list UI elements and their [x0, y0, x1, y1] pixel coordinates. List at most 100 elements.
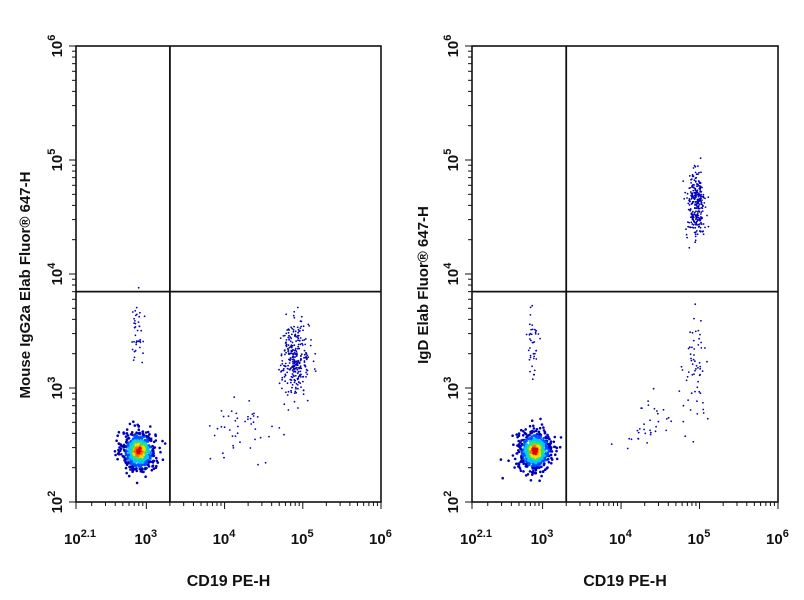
event-dot [293, 362, 296, 365]
event-dot [294, 333, 297, 336]
y-tick-label: 106 [442, 35, 462, 58]
event-dot [291, 327, 294, 330]
event-dot [695, 364, 698, 367]
event-dot [527, 349, 530, 352]
event-dot [137, 465, 141, 468]
event-dot [702, 223, 705, 225]
event-dot [700, 221, 702, 224]
event-dot [667, 416, 670, 419]
event-dot [690, 197, 693, 200]
event-dot [213, 434, 216, 437]
event-dot [695, 173, 698, 176]
event-dot [292, 328, 295, 331]
event-dot [548, 437, 551, 441]
event-dot [516, 444, 519, 447]
event-dot [133, 450, 136, 453]
event-dot [689, 353, 692, 356]
event-dot [702, 412, 705, 414]
event-dot [531, 304, 534, 307]
event-dot [152, 459, 155, 463]
event-dot [280, 354, 283, 357]
event-dot [139, 346, 141, 349]
event-dot [700, 171, 702, 174]
event-dot [159, 450, 162, 454]
event-dot [536, 463, 540, 467]
event-dot [290, 391, 293, 394]
event-dot [303, 353, 306, 356]
event-dot [553, 445, 556, 449]
event-dot [122, 455, 125, 458]
event-dot [287, 390, 290, 393]
event-dot [706, 417, 709, 420]
event-dot [294, 390, 297, 393]
event-dot [697, 219, 700, 221]
event-dot [300, 315, 303, 318]
x-tick-label: 102.1 [64, 528, 96, 548]
event-dot [686, 236, 688, 239]
event-dot [692, 189, 695, 192]
event-dot [696, 230, 698, 232]
event-dot [688, 346, 691, 349]
event-dot [693, 373, 695, 375]
event-dot [687, 202, 690, 205]
event-dot [704, 226, 706, 229]
event-dot [227, 415, 230, 417]
event-dot [143, 315, 146, 318]
event-dot [531, 365, 533, 368]
event-dot [291, 344, 294, 347]
event-dot [134, 326, 137, 328]
event-dot [694, 181, 697, 183]
event-dot [534, 333, 537, 335]
event-dot [304, 365, 306, 367]
event-dot [696, 215, 699, 217]
event-dot [297, 367, 299, 369]
event-dot [295, 382, 298, 385]
event-dot [520, 439, 523, 442]
event-dot [698, 374, 701, 377]
event-dot [546, 466, 549, 469]
x-tick-label: 102.1 [460, 528, 492, 548]
event-dots [499, 157, 710, 483]
x-tick-label: 104 [213, 528, 237, 548]
event-dot [296, 326, 299, 329]
event-dot [539, 435, 543, 438]
event-dot [694, 330, 697, 333]
event-dot [281, 360, 284, 362]
event-dot [698, 225, 701, 228]
event-dot [285, 391, 287, 394]
event-dot [286, 329, 289, 331]
event-dot [539, 458, 543, 461]
event-dot [524, 474, 528, 477]
event-dot [542, 437, 545, 440]
event-dot [685, 379, 688, 382]
event-dot [290, 326, 293, 329]
event-dot [293, 378, 296, 381]
event-dot [154, 434, 157, 438]
event-dot [695, 204, 698, 206]
event-dot [689, 191, 692, 193]
event-dot [287, 328, 290, 330]
event-dot [516, 435, 519, 439]
event-dot [550, 450, 554, 453]
event-dot [707, 196, 710, 199]
event-dot [293, 335, 296, 337]
event-dot [528, 458, 531, 461]
event-dot [696, 400, 698, 403]
event-dot [289, 378, 292, 381]
event-dot [529, 306, 532, 309]
event-dot [132, 420, 135, 424]
event-dot [531, 328, 534, 331]
event-dot [518, 467, 522, 470]
event-dot [116, 452, 120, 456]
event-dot [132, 453, 136, 456]
event-dot [524, 428, 527, 431]
event-dot [254, 438, 256, 441]
event-dot [522, 429, 525, 433]
event-dot [310, 339, 312, 341]
event-dot [699, 191, 702, 193]
event-dot [702, 193, 705, 196]
event-dot [531, 462, 535, 466]
event-dot [532, 352, 535, 355]
event-dot [696, 233, 699, 236]
event-dot [257, 463, 259, 466]
